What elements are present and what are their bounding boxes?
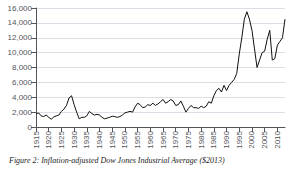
svg-text:Figure 2: Inflation-adjusted D: Figure 2: Inflation-adjusted Dow Jones I… [8,156,225,165]
svg-text:16,000: 16,000 [8,4,33,13]
svg-text:1925: 1925 [57,130,66,148]
svg-text:1995: 1995 [235,130,244,148]
svg-text:12,000: 12,000 [8,33,33,42]
svg-text:2010: 2010 [273,130,282,148]
svg-text:1990: 1990 [222,130,231,148]
svg-text:1940: 1940 [95,130,104,148]
svg-text:1970: 1970 [171,130,180,148]
svg-text:1935: 1935 [82,130,91,148]
svg-text:6,000: 6,000 [12,78,33,87]
svg-text:0: 0 [28,123,33,132]
svg-text:1930: 1930 [70,130,79,148]
svg-text:2005: 2005 [260,130,269,148]
svg-text:1975: 1975 [184,130,193,148]
svg-text:4,000: 4,000 [12,93,33,102]
svg-text:1920: 1920 [44,130,53,148]
svg-text:2,000: 2,000 [12,108,33,117]
svg-text:8,000: 8,000 [12,63,33,72]
svg-text:2000: 2000 [247,130,256,148]
svg-text:1915: 1915 [32,130,41,148]
svg-text:1955: 1955 [133,130,142,148]
svg-text:10,000: 10,000 [8,48,33,57]
svg-text:14,000: 14,000 [8,18,33,27]
svg-text:1980: 1980 [197,130,206,148]
svg-text:1945: 1945 [108,130,117,148]
svg-text:1960: 1960 [146,130,155,148]
svg-text:1965: 1965 [159,130,168,148]
svg-text:1950: 1950 [120,130,129,148]
svg-text:1985: 1985 [209,130,218,148]
